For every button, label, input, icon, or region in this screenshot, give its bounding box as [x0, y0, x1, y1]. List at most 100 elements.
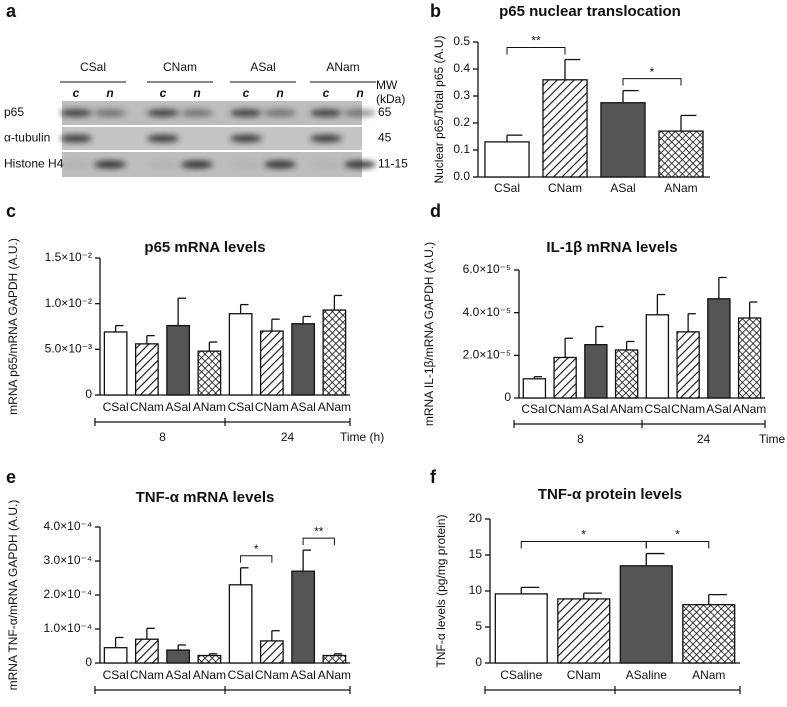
panel-label: e — [6, 467, 16, 487]
x-tick-label: ASal — [610, 181, 635, 195]
band — [310, 134, 342, 143]
group-label: 24 — [281, 430, 295, 444]
y-tick-label: 15 — [469, 547, 483, 561]
bar — [484, 141, 530, 178]
x-tick-label: ASaline — [626, 668, 668, 682]
group-label: ANam — [326, 60, 359, 74]
x-tick-label: ANam — [664, 181, 697, 195]
x-tick-label: ANam — [733, 402, 766, 416]
y-tick-label: 0 — [504, 390, 511, 404]
y-tick-label: 4.0×10⁻⁴ — [43, 519, 92, 533]
band — [230, 134, 262, 143]
group-label: CSal — [80, 60, 106, 74]
x-tick-label: CNam — [255, 668, 289, 682]
chart-title: TNF-α protein levels — [538, 486, 682, 503]
y-tick-label: 0.2 — [453, 115, 470, 129]
band — [94, 160, 126, 169]
mw-value: 11-15 — [378, 157, 408, 171]
group-label: 8 — [577, 432, 584, 446]
y-tick-label: 2.0×10⁻⁴ — [43, 587, 92, 601]
chart-panel: d IL-1β mRNA levels mRNA IL-1β/mRNA GAPDH … — [422, 201, 785, 446]
bar — [557, 598, 611, 664]
y-tick-label: 0.3 — [453, 88, 470, 102]
significance-bracket — [240, 555, 273, 563]
x-tick-label: CSal — [228, 400, 254, 414]
significance-bracket — [520, 541, 647, 549]
band — [94, 109, 126, 117]
x-tick-label: CNam — [255, 400, 289, 414]
y-tick-label: 1.0×10⁻⁴ — [43, 621, 92, 635]
x-tick-label: ASal — [706, 402, 731, 416]
bar — [584, 344, 608, 399]
bar — [291, 570, 316, 664]
band — [147, 109, 179, 117]
y-tick-label: 0.4 — [453, 61, 470, 75]
bar — [259, 640, 284, 664]
protein-label: Histone H4 — [4, 157, 64, 171]
x-tick-label: ASal — [165, 668, 190, 682]
chart-title: IL-1β mRNA levels — [546, 239, 677, 256]
band — [60, 109, 92, 117]
x-tick-label: CSal — [494, 181, 520, 195]
band — [310, 109, 342, 117]
x-tick-label: ANam — [318, 668, 351, 682]
bar — [322, 309, 347, 396]
bar — [600, 102, 646, 178]
x-tick-label: ASal — [290, 668, 315, 682]
y-tick-label: 1.5×10⁻² — [45, 250, 92, 264]
bar — [197, 350, 222, 396]
band — [181, 109, 213, 117]
x-tick-label: ANam — [610, 402, 643, 416]
significance-label: ** — [531, 34, 541, 48]
band — [264, 109, 296, 117]
bar — [553, 356, 577, 399]
y-tick-label: 5 — [475, 619, 482, 633]
y-tick-label: 20 — [469, 511, 483, 525]
x-tick-label: CSal — [103, 668, 129, 682]
band — [344, 109, 376, 117]
protein-label: α-tubulin — [4, 131, 50, 145]
mw-value: 65 — [378, 105, 392, 119]
x-tick-label: CNam — [567, 668, 601, 682]
x-tick-label: ANam — [193, 668, 226, 682]
y-axis-label: Nuclear p65/Total p65 (A.U) — [432, 35, 446, 183]
group-label: CNam — [163, 60, 197, 74]
y-tick-label: 3.0×10⁻⁴ — [43, 553, 92, 567]
mw-label: MW — [376, 78, 398, 92]
y-tick-label: 4.0×10⁻⁵ — [463, 305, 511, 319]
x-tick-label: CNam — [548, 181, 582, 195]
chart-panel: f TNF-α protein levels TNF-α levels (pg/mg… — [430, 467, 741, 694]
x-tick-label: CSal — [228, 668, 254, 682]
significance-bracket — [506, 47, 566, 55]
significance-label: * — [581, 528, 586, 542]
bar — [259, 330, 284, 396]
time-bracket — [484, 686, 741, 694]
panel-label: c — [6, 201, 16, 221]
y-tick-label: 10 — [469, 583, 483, 597]
x-tick-label: ANam — [318, 400, 351, 414]
x-tick-label: ASal — [290, 400, 315, 414]
bar — [614, 349, 639, 399]
bar — [103, 331, 128, 396]
significance-bracket — [645, 541, 710, 549]
panel-label: a — [6, 1, 17, 21]
bar — [676, 331, 700, 399]
significance-label: * — [650, 65, 655, 79]
y-axis-label: mRNA IL-1β/mRNA GAPDH (A.U.) — [422, 242, 436, 426]
band — [344, 160, 376, 169]
bar — [522, 378, 547, 399]
x-tick-label: ASal — [165, 400, 190, 414]
bar — [166, 324, 191, 396]
y-axis-label: TNF-α levels (pg/mg protein) — [434, 515, 448, 668]
bar — [197, 654, 222, 664]
lane-label: n — [193, 86, 200, 100]
bar — [619, 565, 673, 664]
time-bracket — [94, 418, 351, 426]
significance-bracket — [622, 78, 682, 86]
y-tick-label: 2.0×10⁻⁵ — [463, 348, 511, 362]
x-tick-label: CNam — [130, 400, 164, 414]
y-tick-label: 0 — [475, 655, 482, 669]
x-tick-label: CNam — [548, 402, 582, 416]
y-axis-label: mRNA TNF-α/mRNA GAPDH (A.U.) — [6, 500, 20, 691]
